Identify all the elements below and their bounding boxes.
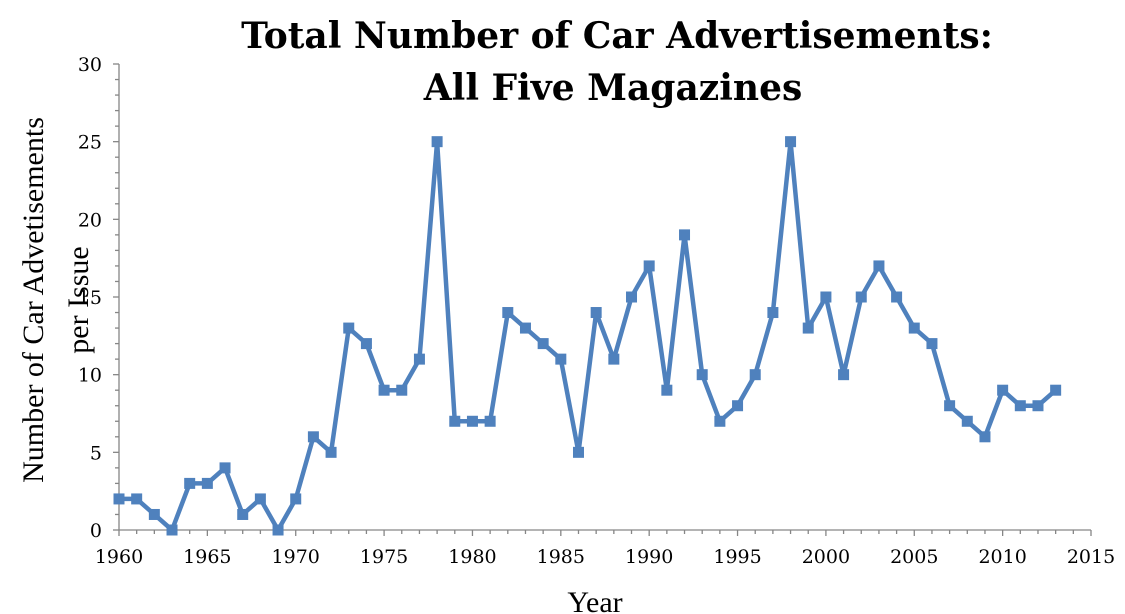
data-point-marker [572,446,584,458]
y-axis-title-line-1: Number of Car Advetisements [17,117,50,483]
data-point-marker [254,493,266,505]
data-point-marker [290,493,302,505]
data-series [113,136,1062,536]
data-point-marker [484,415,496,427]
data-point-marker [626,291,638,303]
x-tick-label: 1970 [272,546,320,568]
chart-title-line-1: Total Number of Car Advertisements: [241,15,993,57]
x-tick-label: 1985 [537,546,585,568]
data-point-marker [343,322,355,334]
data-point-marker [944,400,956,412]
y-tick-label: 10 [78,365,102,387]
data-point-marker [732,400,744,412]
tick-labels: 1960 1965 1970 1975 1980 1985 1990 1995 2000 2005… [78,54,1115,568]
data-point-marker [201,477,213,489]
data-point-marker [519,322,531,334]
data-point-marker [113,493,125,505]
data-point-marker [1032,400,1044,412]
y-axis-title: Number of Car Advetisements per Issue [17,117,95,483]
y-tick-label: 0 [90,520,102,542]
y-axis-title-line-2: per Issue [62,246,95,353]
data-point-marker [608,353,620,365]
axes [118,64,1091,531]
data-point-marker [926,338,938,350]
data-point-marker [431,136,443,148]
x-tick-label: 2000 [802,546,850,568]
data-point-marker [537,338,549,350]
y-tick-label: 30 [78,54,102,76]
chart-title-line-2: All Five Magazines [423,67,803,109]
data-point-marker [237,508,249,520]
data-point-marker [1050,384,1062,396]
y-tick-label: 15 [78,287,102,309]
x-tick-label: 2005 [890,546,938,568]
data-point-marker [131,493,143,505]
data-point-marker [307,431,319,443]
data-point-marker [785,136,797,148]
x-tick-label: 2010 [978,546,1026,568]
data-point-marker [502,307,514,319]
data-point-marker [714,415,726,427]
data-point-marker [272,524,284,536]
data-point-marker [961,415,973,427]
data-point-marker [802,322,814,334]
data-point-marker [555,353,567,365]
data-point-marker [891,291,903,303]
data-point-marker [360,338,372,350]
data-point-marker [679,229,691,241]
y-tick-label: 20 [78,209,102,231]
y-tick-label: 5 [90,442,102,464]
data-point-marker [466,415,478,427]
x-tick-label: 1995 [713,546,761,568]
data-point-marker [166,524,178,536]
data-point-marker [219,462,231,474]
data-point-marker [413,353,425,365]
data-point-marker [643,260,655,272]
tick-marks [113,63,1092,536]
data-point-marker [378,384,390,396]
data-point-marker [148,508,160,520]
data-point-marker [873,260,885,272]
data-point-marker [855,291,867,303]
data-point-marker [997,384,1009,396]
data-point-marker [1014,400,1026,412]
data-point-marker [979,431,991,443]
data-point-marker [696,369,708,381]
x-axis-title: Year [567,586,622,614]
data-point-marker [590,307,602,319]
x-tick-label: 2015 [1067,546,1115,568]
data-point-marker [449,415,461,427]
series-line [116,139,1058,533]
x-tick-label: 1990 [625,546,673,568]
data-point-marker [184,477,196,489]
y-tick-label: 25 [78,132,102,154]
data-point-marker [767,307,779,319]
x-tick-label: 1980 [448,546,496,568]
data-point-marker [661,384,673,396]
x-tick-label: 1975 [360,546,408,568]
data-point-marker [838,369,850,381]
data-point-marker [749,369,761,381]
data-point-marker [396,384,408,396]
data-point-marker [325,446,337,458]
data-point-marker [908,322,920,334]
data-point-marker [820,291,832,303]
x-tick-label: 1960 [95,546,143,568]
x-tick-label: 1965 [183,546,231,568]
